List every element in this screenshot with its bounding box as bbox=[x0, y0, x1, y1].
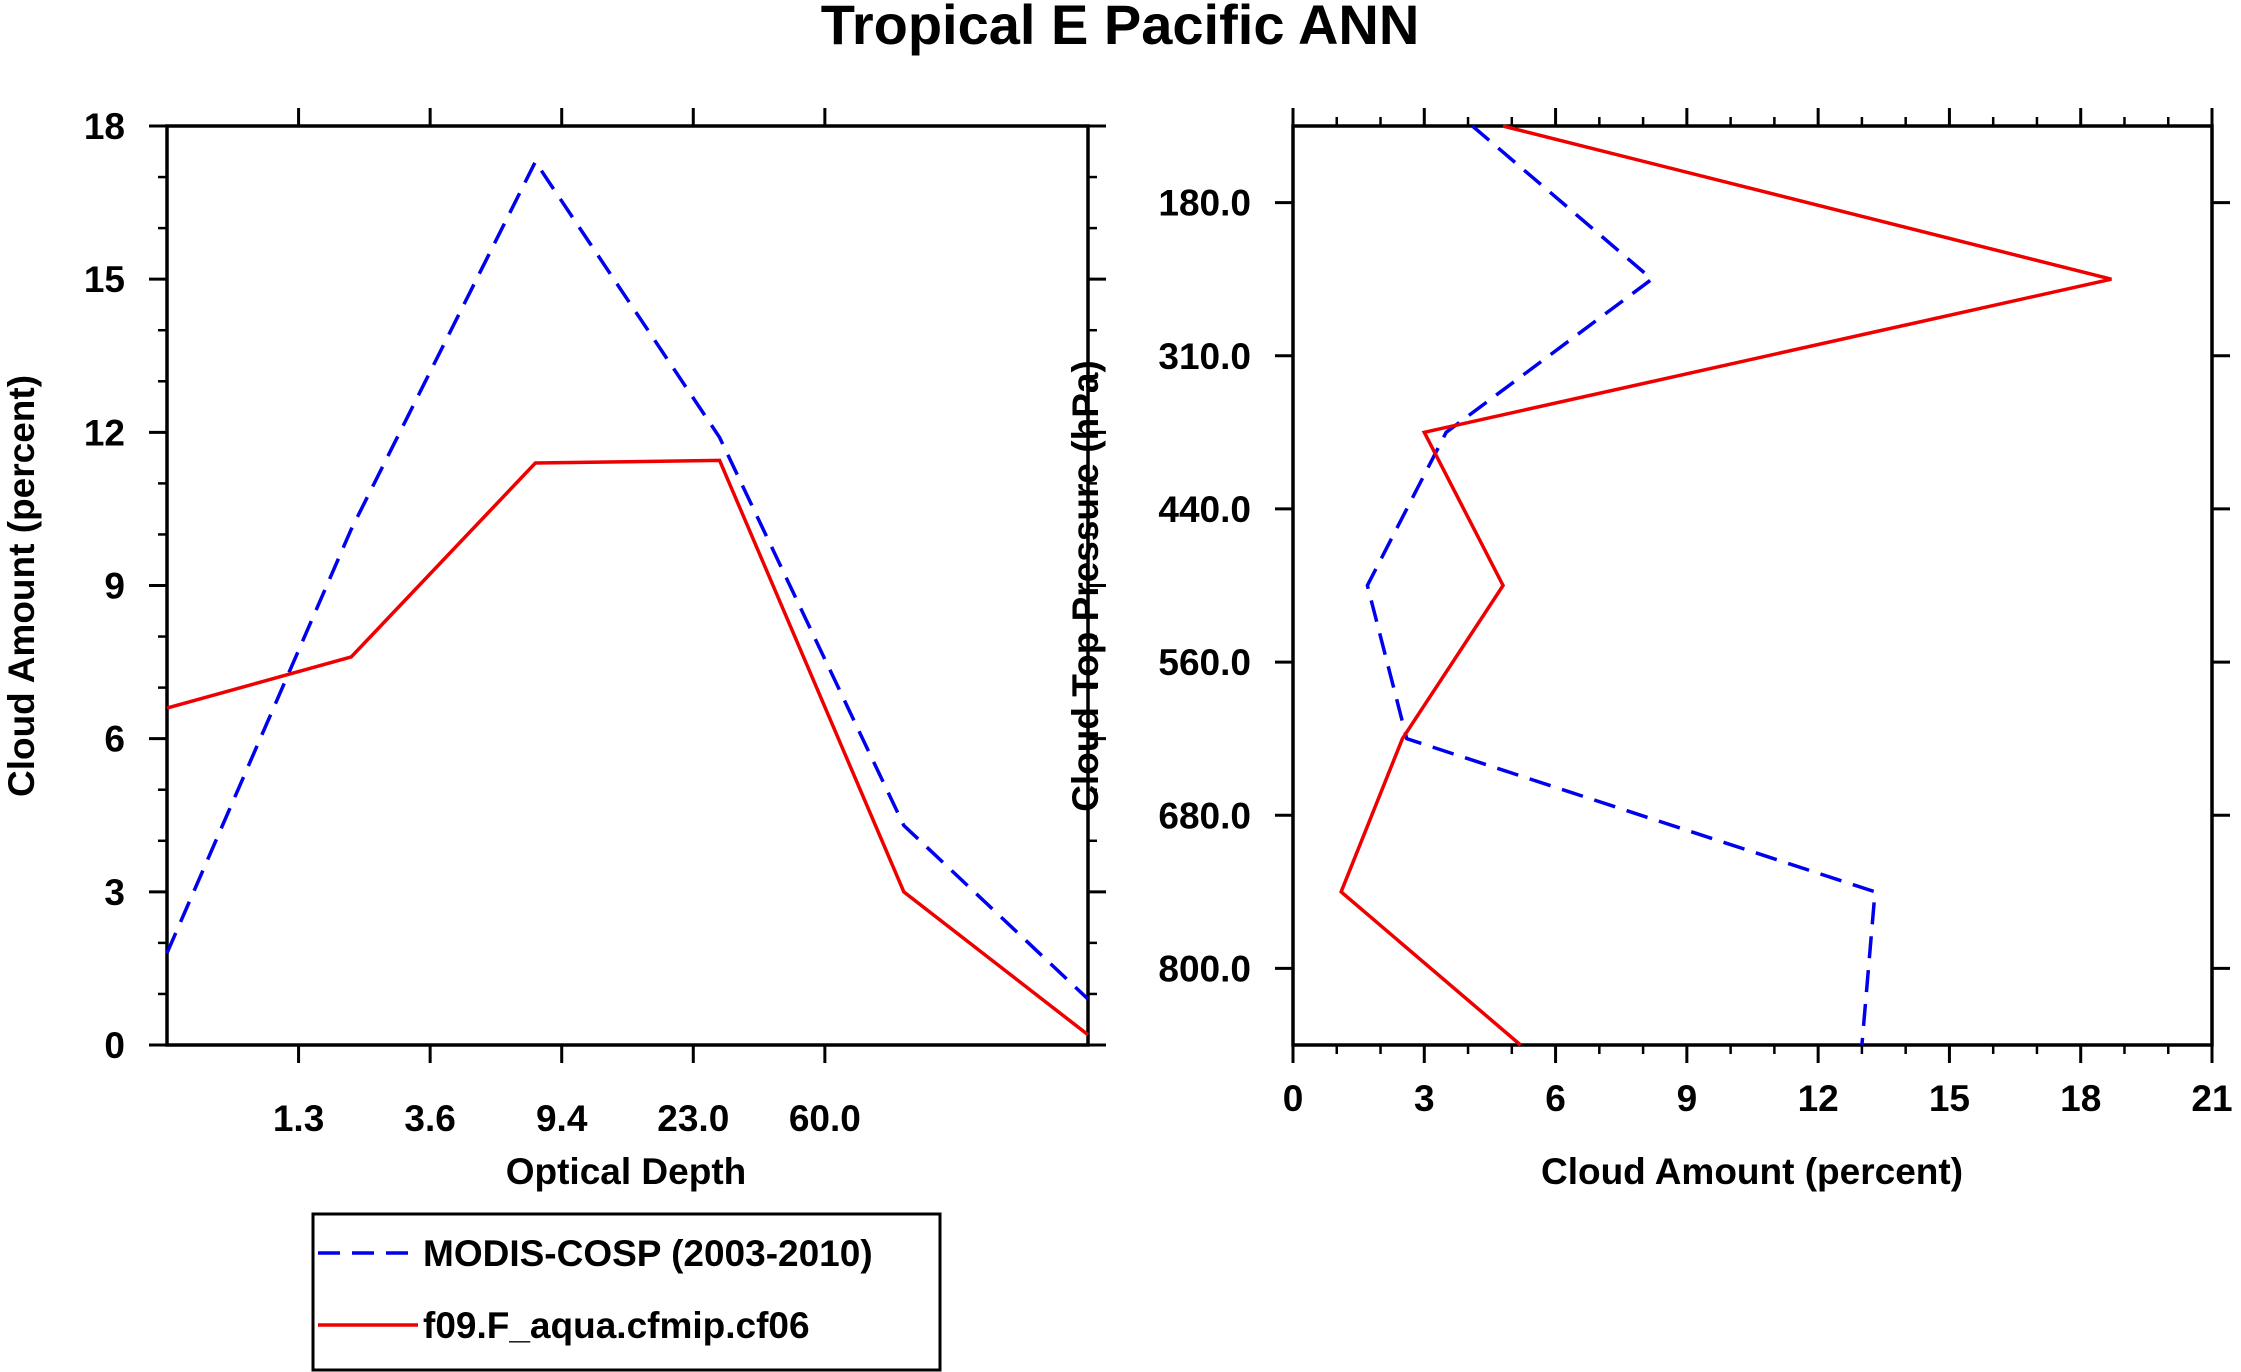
right-y-tick-label: 180.0 bbox=[1158, 183, 1251, 224]
right-series-model bbox=[1339, 124, 2112, 1047]
right-x-tick-label: 9 bbox=[1677, 1078, 1698, 1119]
right-series bbox=[1339, 124, 2112, 1047]
left-x-tick-label: 9.4 bbox=[536, 1098, 588, 1139]
right-x-tick-label: 12 bbox=[1798, 1078, 1839, 1119]
left-x-tick-label: 3.6 bbox=[404, 1098, 455, 1139]
left-y-tick-label: 6 bbox=[104, 719, 125, 760]
right-y-tick-label: 800.0 bbox=[1158, 948, 1251, 989]
left-ticks: 0 3 6 9 12 15 18 1.3 3.6 9.4 23.0 60.0 bbox=[84, 106, 1106, 1139]
legend-label-model: f09.F_aqua.cfmip.cf06 bbox=[423, 1305, 810, 1346]
left-series-model bbox=[166, 458, 1090, 1037]
right-y-tick-label: 560.0 bbox=[1158, 642, 1251, 683]
left-x-tick-label: 60.0 bbox=[789, 1098, 861, 1139]
left-y-tick-label: 12 bbox=[84, 412, 125, 453]
left-plot-frame bbox=[165, 124, 1090, 1047]
right-x-tick-label: 18 bbox=[2060, 1078, 2101, 1119]
right-x-tick-label: 15 bbox=[1929, 1078, 1970, 1119]
right-x-tick-label: 0 bbox=[1283, 1078, 1304, 1119]
right-plot-frame bbox=[1291, 124, 2214, 1047]
left-y-tick-label: 18 bbox=[84, 106, 125, 147]
right-ticks: 0 3 6 9 12 15 18 21 180.0 310.0 440.0 560.0 680.0 800… bbox=[1158, 108, 2233, 1119]
left-y-tick-label: 0 bbox=[104, 1025, 125, 1066]
left-x-axis-label: Optical Depth bbox=[506, 1151, 747, 1192]
legend-label-modis: MODIS-COSP (2003-2010) bbox=[423, 1233, 873, 1274]
right-x-tick-label: 21 bbox=[2191, 1078, 2232, 1119]
left-y-tick-label: 9 bbox=[104, 566, 125, 607]
left-y-tick-label: 15 bbox=[84, 259, 125, 300]
right-x-tick-label: 3 bbox=[1414, 1078, 1435, 1119]
right-series-modis bbox=[1365, 124, 1877, 1046]
right-y-tick-label: 680.0 bbox=[1158, 795, 1251, 836]
left-x-tick-label: 23.0 bbox=[657, 1098, 729, 1139]
legend-box bbox=[311, 1212, 942, 1372]
figure-title: Tropical E Pacific ANN bbox=[821, 0, 1420, 56]
left-y-tick-label: 3 bbox=[104, 872, 125, 913]
left-series-modis bbox=[165, 158, 1090, 1001]
right-x-tick-label: 6 bbox=[1545, 1078, 1566, 1119]
left-chart: 0 3 6 9 12 15 18 1.3 3.6 9.4 23.0 60.0 Optical Dept… bbox=[1, 106, 1106, 1192]
left-x-tick-label: 1.3 bbox=[273, 1098, 324, 1139]
right-y-tick-label: 310.0 bbox=[1158, 336, 1251, 377]
left-series bbox=[165, 158, 1090, 1037]
right-x-axis-label: Cloud Amount (percent) bbox=[1541, 1151, 1963, 1192]
right-y-axis-label: Cloud Top Pressure (hPa) bbox=[1065, 360, 1106, 812]
left-y-axis-label: Cloud Amount (percent) bbox=[1, 375, 42, 797]
right-y-tick-label: 440.0 bbox=[1158, 489, 1251, 530]
legend: MODIS-COSP (2003-2010) f09.F_aqua.cfmip.… bbox=[311, 1212, 942, 1372]
right-chart: 0 3 6 9 12 15 18 21 180.0 310.0 440.0 560.0 680.0 800… bbox=[1065, 108, 2233, 1192]
